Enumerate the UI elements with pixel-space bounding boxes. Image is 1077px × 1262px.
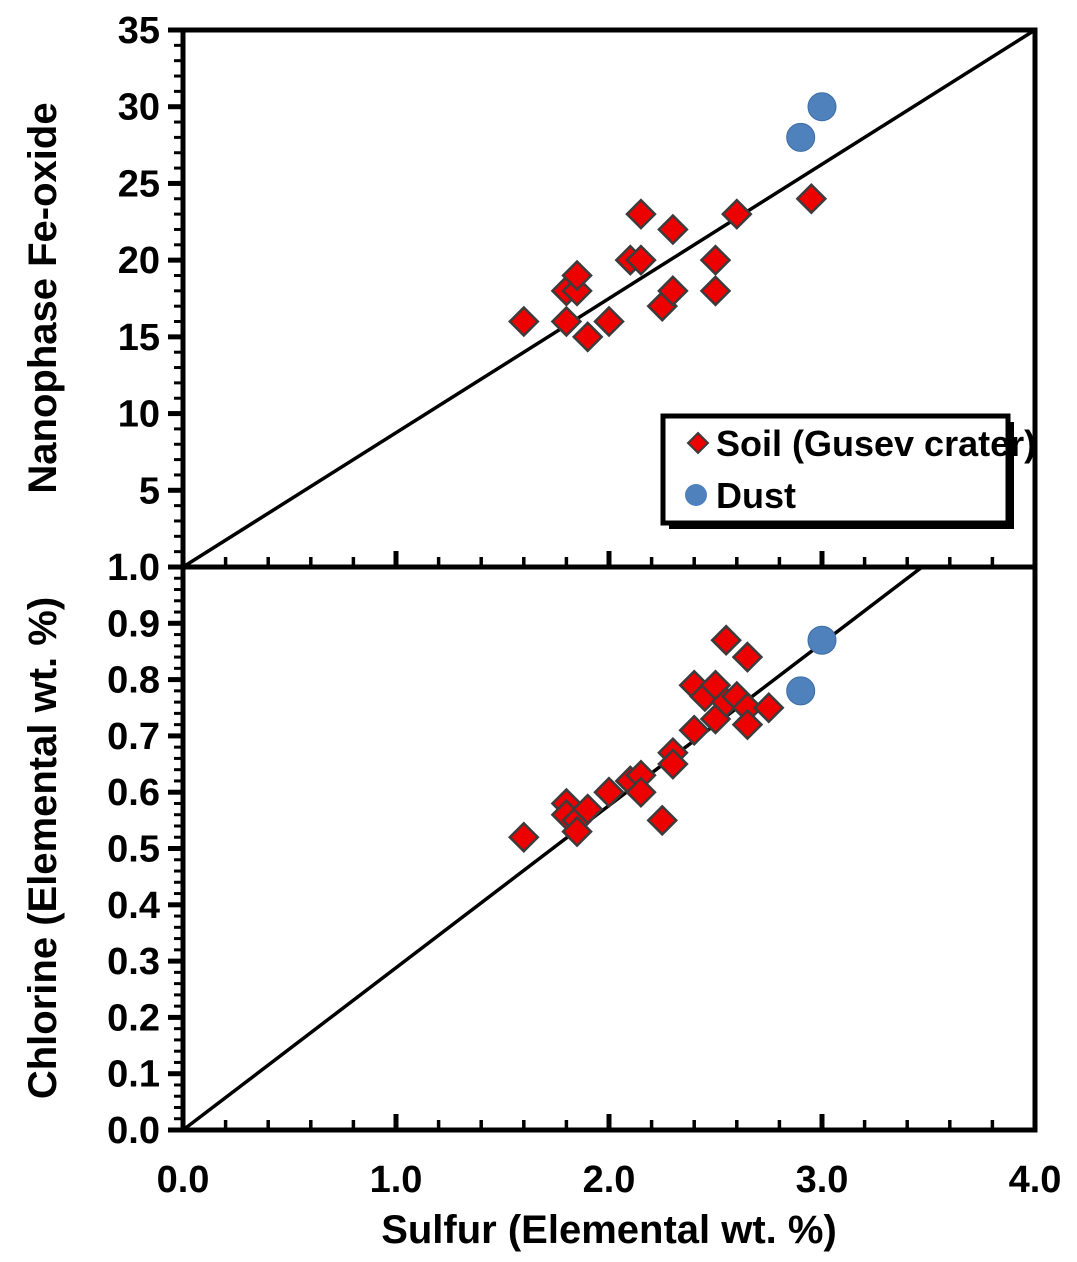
dust-point	[807, 92, 837, 122]
y-tick-label: 10	[118, 394, 160, 436]
x-tick-label: 4.0	[1009, 1159, 1062, 1201]
y-tick-label: 0.4	[107, 885, 160, 927]
y-tick-label: 0.1	[107, 1054, 160, 1096]
trend-line-top	[182, 28, 1036, 569]
soil-point	[550, 305, 583, 338]
y-tick-label: 1.0	[107, 547, 160, 589]
soil-series-top	[508, 183, 828, 353]
soil-series-bottom	[508, 624, 785, 854]
soil-point	[571, 321, 604, 353]
soil-point	[731, 708, 764, 741]
soil-point	[561, 815, 593, 848]
y-tick-label: 0.0	[107, 1110, 160, 1152]
legend: Soil (Gusev crater) Dust	[660, 413, 1036, 529]
y-tick-label: 35	[118, 10, 160, 52]
legend-soil-marker-icon	[686, 431, 710, 455]
legend-label: Soil (Gusev crater)	[716, 423, 1036, 464]
soil-point	[657, 748, 689, 780]
soil-point	[710, 624, 742, 656]
x-tick-label: 0.0	[157, 1159, 210, 1201]
y-tick-label: 5	[139, 470, 160, 512]
soil-point	[625, 776, 657, 808]
bottom-panel-frame	[180, 564, 1038, 1133]
soil-point	[625, 198, 657, 230]
soil-point	[721, 198, 753, 230]
soil-point	[625, 244, 657, 276]
soil-point	[593, 776, 625, 808]
y-tick-label: 20	[118, 240, 160, 282]
soil-point	[593, 305, 625, 338]
soil-point	[657, 213, 689, 246]
soil-point	[571, 793, 604, 825]
x-tick-label: 3.0	[796, 1159, 849, 1201]
trend-line-bottom	[181, 565, 924, 1132]
x-tick-label: 1.0	[370, 1159, 423, 1201]
legend-label: Dust	[716, 475, 796, 516]
soil-point	[699, 244, 732, 276]
x-axis-title: Sulfur (Elemental wt. %)	[381, 1208, 837, 1252]
y-tick-label: 25	[118, 163, 160, 205]
top-y-axis-title: Nanophase Fe-oxide	[21, 102, 65, 493]
dust-point	[786, 122, 816, 152]
y-tick-label: 15	[118, 317, 160, 359]
dust-point	[786, 676, 816, 706]
y-tick-label: 0.8	[107, 660, 160, 702]
legend-dust-marker-icon	[685, 484, 707, 506]
y-tick-label: 0.7	[107, 716, 160, 758]
trend-lines-layer	[181, 28, 1036, 1132]
tick-labels-layer: 5 10 15 20 25 30 35 0.0 0.1 0.2 0.3 0.4 0.5 0.6 0.7 0.8…	[107, 10, 1061, 1201]
soil-point	[752, 691, 785, 724]
legend-box	[660, 413, 1011, 526]
soil-point	[508, 821, 540, 854]
y-tick-label: 0.6	[107, 772, 160, 814]
soil-point	[561, 259, 593, 292]
soil-point	[657, 275, 689, 307]
y-tick-label: 0.9	[107, 603, 160, 645]
y-tick-label: 0.5	[107, 829, 160, 871]
data-points-layer	[508, 92, 837, 854]
soil-point	[731, 641, 764, 673]
dust-point	[807, 625, 837, 655]
y-tick-label: 0.2	[107, 997, 160, 1039]
soil-point	[646, 804, 679, 837]
soil-point	[678, 714, 710, 747]
x-tick-label: 2.0	[583, 1159, 636, 1201]
soil-point	[508, 305, 540, 338]
soil-point	[699, 275, 732, 307]
y-tick-label: 0.3	[107, 941, 160, 983]
dust-series-bottom	[786, 625, 837, 706]
soil-point	[795, 183, 828, 215]
dust-series-top	[786, 92, 837, 152]
bottom-y-axis-title: Chlorine (Elemental wt. %)	[21, 597, 65, 1099]
y-tick-label: 30	[118, 87, 160, 129]
